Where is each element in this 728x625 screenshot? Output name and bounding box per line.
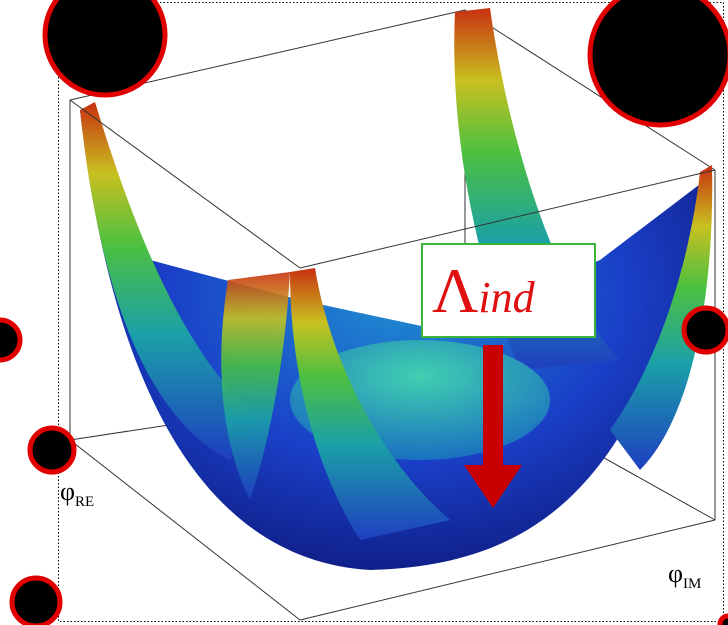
label-part: RE — [75, 494, 94, 510]
label-part: ind — [478, 273, 535, 322]
label-part: φ — [668, 559, 683, 588]
y-axis-label: φIM — [668, 559, 701, 592]
label-part: IM — [683, 576, 701, 592]
label-part: φ — [60, 477, 75, 506]
screen: Λind φRE φIM — [0, 0, 728, 625]
label-part: Λ — [432, 255, 478, 326]
x-axis-label: φRE — [60, 477, 94, 510]
